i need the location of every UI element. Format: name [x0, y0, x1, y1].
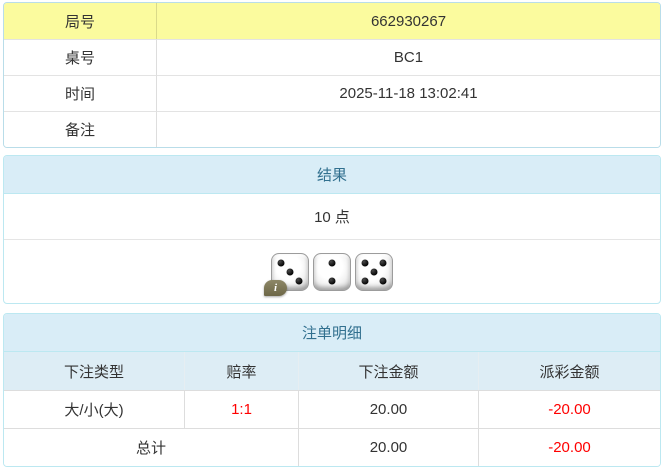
die-pip [328, 259, 336, 267]
col-header-bet-type: 下注类型 [4, 352, 184, 390]
remark-label: 备注 [4, 111, 157, 147]
table-no-label: 桌号 [4, 39, 157, 75]
time-value: 2025-11-18 13:02:41 [157, 75, 660, 111]
die-3-face-5 [355, 253, 393, 291]
bet-amount: 20.00 [298, 390, 478, 428]
die-pip [328, 277, 336, 285]
table-row-table-no: 桌号 BC1 [4, 39, 660, 75]
table-row-game-id: 局号 662930267 [4, 3, 660, 39]
die-2-face-2 [313, 253, 351, 291]
die-pip [361, 277, 369, 285]
col-header-bet-amount: 下注金额 [298, 352, 478, 390]
total-payout: -20.00 [478, 428, 660, 466]
table-row-remark: 备注 [4, 111, 660, 147]
total-row: 总计 20.00 -20.00 [4, 428, 660, 466]
die-pip [286, 268, 294, 276]
info-icon[interactable]: i [264, 280, 287, 296]
col-header-odds: 赔率 [184, 352, 298, 390]
game-id-label: 局号 [4, 3, 157, 39]
bets-table: 下注类型 赔率 下注金额 派彩金额 大/小(大) 1:1 20.00 -20.0… [4, 352, 660, 466]
die-pip [277, 259, 285, 267]
die-pip [370, 268, 378, 276]
total-label: 总计 [4, 428, 298, 466]
bet-payout: -20.00 [478, 390, 660, 428]
result-panel: 结果 10 点 i [3, 155, 661, 304]
result-panel-title: 结果 [4, 156, 660, 194]
game-id-value: 662930267 [157, 3, 660, 39]
bet-odds: 1:1 [184, 390, 298, 428]
col-header-payout-amount: 派彩金额 [478, 352, 660, 390]
table-no-value: BC1 [157, 39, 660, 75]
result-points: 10 点 [4, 194, 660, 240]
bets-panel: 注单明细 下注类型 赔率 下注金额 派彩金额 大/小(大) 1:1 20.00 … [3, 313, 661, 467]
bet-type: 大/小(大) [4, 390, 184, 428]
die-pip [379, 277, 387, 285]
bets-panel-title: 注单明细 [4, 314, 660, 352]
dice-row: i [4, 240, 660, 303]
bet-row: 大/小(大) 1:1 20.00 -20.00 [4, 390, 660, 428]
time-label: 时间 [4, 75, 157, 111]
bets-header-row: 下注类型 赔率 下注金额 派彩金额 [4, 352, 660, 390]
total-amount: 20.00 [298, 428, 478, 466]
die-pip [361, 259, 369, 267]
game-info-table: 局号 662930267 桌号 BC1 时间 2025-11-18 13:02:… [3, 2, 661, 148]
die-pip [379, 259, 387, 267]
die-1-face-3: i [264, 253, 309, 296]
die-pip [295, 277, 303, 285]
remark-value [157, 111, 660, 147]
table-row-time: 时间 2025-11-18 13:02:41 [4, 75, 660, 111]
